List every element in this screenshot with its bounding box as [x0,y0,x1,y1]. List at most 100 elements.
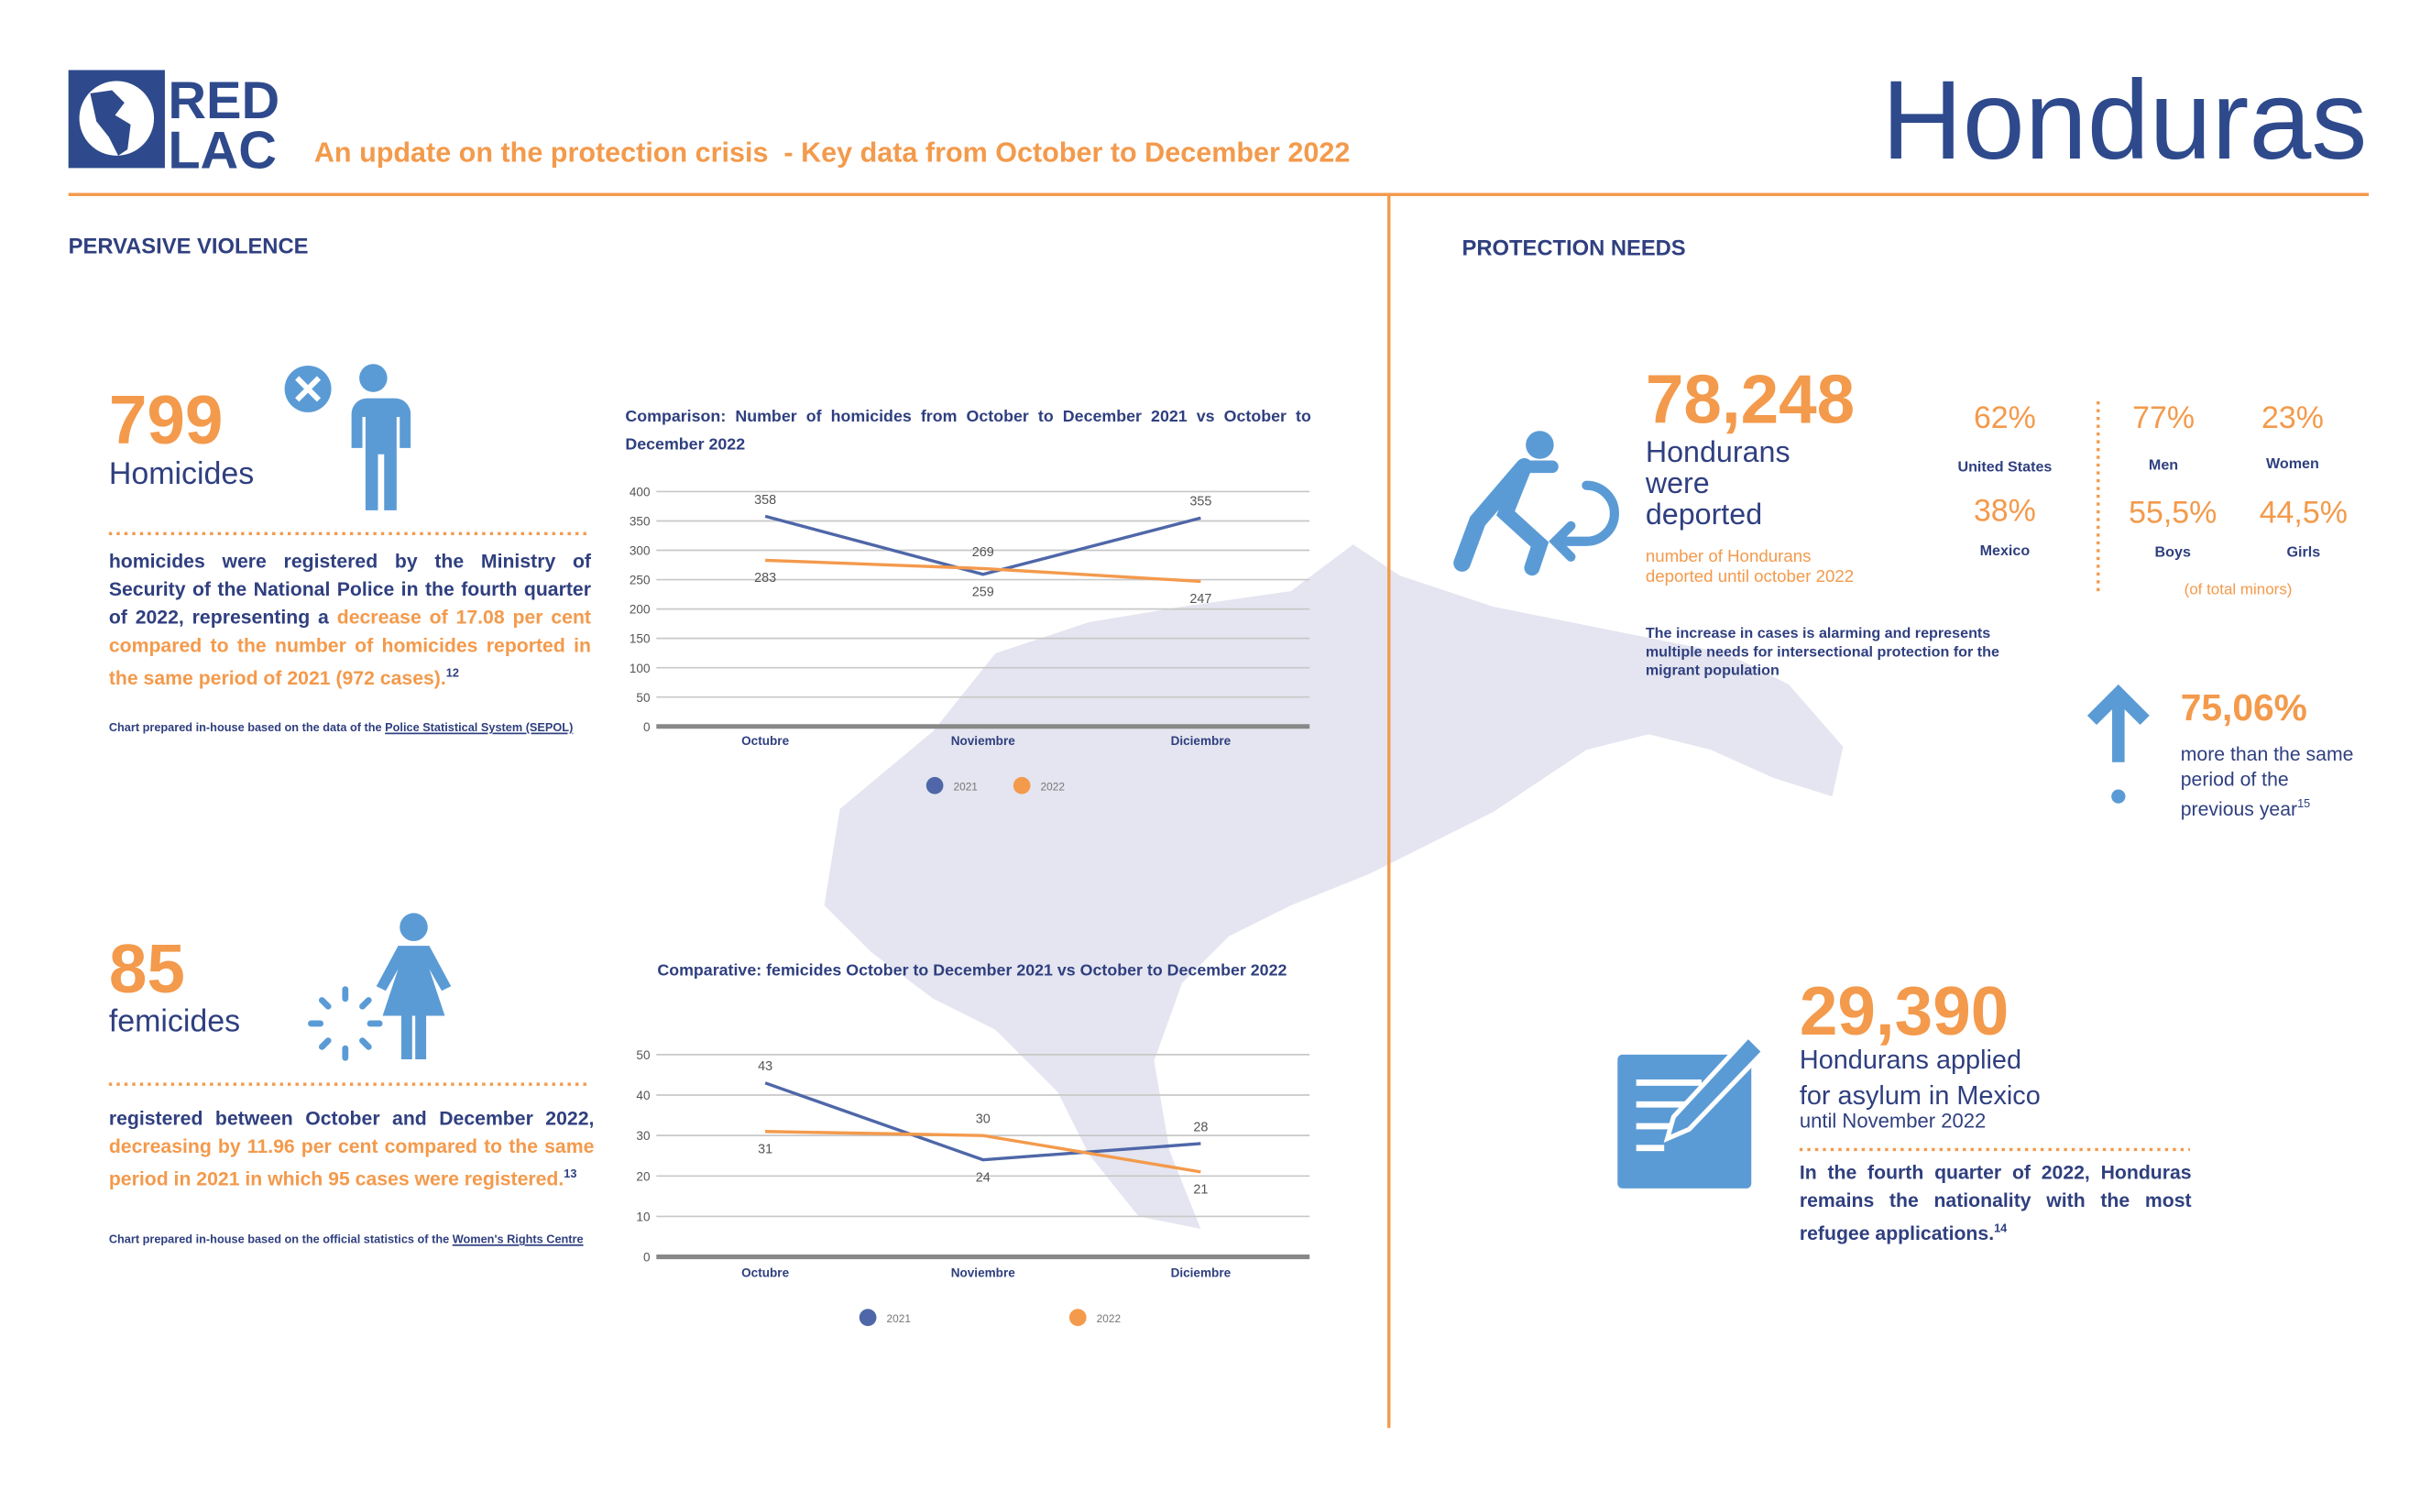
asylum-icon [1617,1032,1768,1189]
footnote: 12 [445,665,459,680]
y-tick-label: 250 [630,574,651,587]
stat-value: 38% [1974,494,2036,529]
homicide-icon [284,364,411,510]
series-line [765,558,1201,584]
chart-title: Comparison: Number of homicides from Oct… [625,407,1311,455]
highlight: decrease of 17.08 per cent compared to t… [108,607,592,690]
x-tick-label: Octubre [741,734,789,748]
source: Chart prepared in-house based on the dat… [108,719,574,735]
increase-value: 75,06% [2181,686,2307,729]
data-label: 24 [976,1170,991,1185]
data-label: 43 [758,1059,772,1074]
x-tick-label: Diciembre [1171,1266,1232,1280]
femicide-icon [308,913,452,1061]
paragraph: homicides were registered by the Ministr… [108,551,592,690]
note-text: The increase in cases is alarming and re… [1645,625,1999,680]
big-number: 78,248 [1646,361,1855,438]
x-tick-label: Noviembre [951,1266,1016,1280]
y-tick-label: 0 [643,720,651,734]
legend-swatch [925,776,944,794]
legend-label: 2022 [1041,780,1065,793]
map-background [824,544,1844,1230]
big-label: Hondurans were deported [1646,439,1790,531]
data-label: 269 [972,545,994,560]
big-label: Homicides [109,456,254,491]
legend-swatch [1013,776,1031,794]
stat-value: 55,5% [2129,495,2217,530]
y-tick-label: 10 [636,1211,651,1224]
y-tick-label: 150 [630,632,651,646]
subtitle: An update on the protection crisis - Key… [314,137,1351,169]
y-tick-label: 350 [630,515,651,529]
logo-text: LAC [168,121,277,180]
footnote: 13 [564,1167,577,1181]
big-number: 85 [109,930,185,1007]
paragraph: registered between October and December … [108,1107,595,1190]
series-line [765,1130,1201,1174]
section-heading: PROTECTION NEEDS [1462,236,1686,260]
x-tick-label: Diciembre [1171,734,1232,748]
stat-label: United States [1957,458,2052,475]
series-line [764,514,1201,576]
y-tick-label: 50 [636,1048,651,1062]
footnote: 15 [2297,796,2311,811]
stat-value: 44,5% [2260,495,2348,530]
footnote: 14 [1994,1221,2008,1235]
stat-value: 23% [2261,400,2324,435]
text: registered between October and December … [108,1107,595,1130]
text: Chart prepared in-house based on the dat… [108,719,386,735]
source: Chart prepared in-house based on the off… [108,1232,584,1246]
stat-label: Women [2266,455,2319,472]
increase-text: more than the same period of the previou… [2180,743,2354,820]
data-label: 358 [754,493,776,508]
deported-icon [1453,431,1619,576]
sub-label: number of Hondurans deported until octob… [1645,547,1855,586]
stats: 62% United States 38% Mexico 77% Men 23% Women 5… [1957,400,2347,561]
text: Chart prepared in-house based on the off… [108,1232,453,1246]
stat-label: Mexico [1980,542,2031,559]
data-label: 31 [758,1143,772,1157]
data-label: 28 [1193,1120,1208,1134]
y-tick-label: 100 [630,662,651,675]
big-label: femicides [109,1003,240,1038]
stat-label: Men [2149,457,2178,474]
country-title: Honduras [1882,57,2368,182]
increase-icon [2086,684,2150,804]
big-number: 29,390 [1800,972,2009,1049]
y-tick-label: 20 [636,1169,651,1183]
chart-title-text: Comparison: Number of homicides from Oct… [625,407,1311,455]
logo [68,70,165,169]
chart-title: Comparative: femicides October to Decemb… [657,960,1287,979]
data-label: 30 [976,1112,991,1127]
stat-label: Boys [2155,544,2191,561]
y-tick-label: 400 [630,486,651,499]
highlight: decreasing by 11.96 per cent compared to… [108,1135,595,1190]
data-label: 21 [1193,1183,1208,1198]
y-tick-label: 0 [643,1251,651,1265]
text: more than the same period of the previou… [2180,743,2354,820]
paragraph: In the fourth quarter of 2022, Honduras … [1800,1162,2192,1244]
section-heading: PERVASIVE VIOLENCE [69,235,309,259]
logo-text: RED [168,71,279,130]
link: Women's Rights Centre [452,1232,584,1246]
big-number: 799 [109,381,224,458]
minors-note: (of total minors) [2185,580,2293,597]
stat-value: 62% [1974,400,2036,435]
note: The increase in cases is alarming and re… [1645,625,1999,680]
legend-label: 2021 [887,1312,912,1325]
x-tick-label: Octubre [741,1266,789,1280]
data-label: 247 [1189,592,1211,607]
y-tick-label: 50 [636,691,651,705]
data-label: 283 [754,571,776,586]
sub-text: number of Hondurans deported until octob… [1645,547,1855,586]
stat-label: Girls [2286,544,2320,561]
y-tick-label: 300 [630,544,651,558]
big-label: until November 2022 [1800,1110,1986,1133]
big-label: for asylum in Mexico [1800,1081,2041,1111]
legend-swatch [1068,1309,1087,1327]
big-label: Hondurans applied [1800,1046,2021,1075]
stat-value: 77% [2132,400,2195,435]
legend-label: 2022 [1097,1312,1121,1325]
